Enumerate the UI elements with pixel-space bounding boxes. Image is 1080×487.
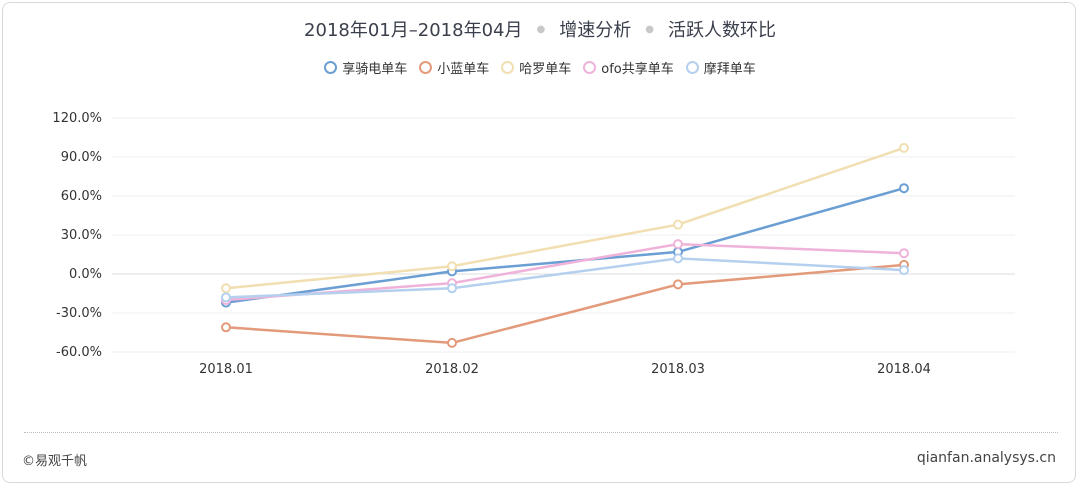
y-tick-label: -30.0% [56, 306, 102, 321]
y-tick-label: 60.0% [61, 189, 102, 204]
data-point [899, 142, 909, 153]
series-line [224, 263, 906, 345]
legend-label: 享骑电单车 [342, 61, 408, 77]
chart-header: 2018年01月–2018年04月 ● 增速分析 ● 活跃人数环比 [0, 14, 1080, 44]
x-tick-label: 2018.02 [425, 362, 479, 377]
legend-marker-icon [685, 60, 699, 74]
y-tick-label: 90.0% [61, 150, 102, 165]
data-point [447, 337, 457, 348]
data-point [673, 219, 683, 230]
source-url: qianfan.analysys.cn [916, 450, 1056, 466]
legend-item[interactable]: 小蓝单车 [419, 58, 489, 77]
series-line [224, 257, 906, 299]
copyright-text: ©易观千帆 [22, 454, 88, 469]
y-tick-label: -60.0% [56, 345, 102, 360]
data-point [899, 265, 909, 276]
data-point [221, 283, 231, 294]
x-tick-label: 2018.01 [199, 362, 253, 377]
data-point [221, 292, 231, 303]
x-tick-label: 2018.03 [651, 362, 705, 377]
legend-item[interactable]: ofo共享单车 [583, 58, 674, 77]
separator-dot: ● [536, 23, 546, 35]
data-point [673, 253, 683, 264]
legend-label: 小蓝单车 [437, 61, 490, 77]
legend-marker-icon [419, 60, 433, 74]
series-line [224, 242, 906, 302]
legend-label: ofo共享单车 [601, 61, 674, 77]
date-range: 2018年01月–2018年04月 [304, 20, 523, 41]
chart-legend: 享骑电单车 小蓝单车 哈罗单车 ofo共享单车 摩拜单车 [0, 56, 1080, 78]
series-line [224, 186, 906, 304]
x-tick-label: 2018.04 [877, 362, 931, 377]
data-point [447, 283, 457, 294]
y-tick-label: 120.0% [52, 111, 102, 126]
legend-label: 摩拜单车 [703, 61, 756, 77]
legend-marker-icon [501, 60, 515, 74]
legend-item[interactable]: 享骑电单车 [324, 58, 407, 77]
y-tick-label: 0.0% [69, 267, 102, 282]
metric-label: 活跃人数环比 [667, 20, 776, 41]
data-point [673, 239, 683, 250]
data-point [673, 279, 683, 290]
data-point [221, 322, 231, 333]
footer-divider [24, 432, 1058, 433]
legend-item[interactable]: 哈罗单车 [501, 58, 571, 77]
data-point [899, 183, 909, 194]
legend-marker-icon [583, 60, 597, 74]
data-point [447, 261, 457, 272]
legend-marker-icon [324, 60, 338, 74]
series-line [224, 146, 906, 290]
legend-label: 哈罗单车 [519, 61, 572, 77]
separator-dot: ● [645, 23, 654, 35]
data-point [899, 248, 909, 259]
legend-item[interactable]: 摩拜单车 [685, 58, 756, 77]
y-tick-label: 30.0% [61, 228, 102, 243]
section-label: 增速分析 [559, 20, 632, 41]
